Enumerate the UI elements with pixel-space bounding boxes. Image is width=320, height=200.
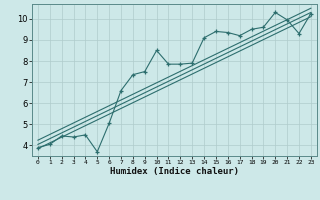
X-axis label: Humidex (Indice chaleur): Humidex (Indice chaleur)	[110, 167, 239, 176]
